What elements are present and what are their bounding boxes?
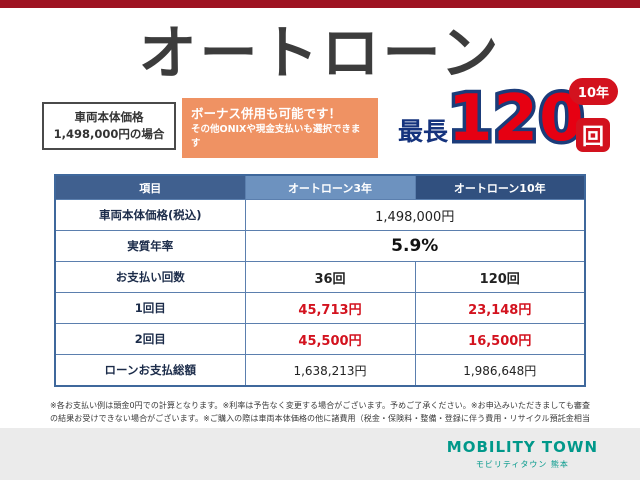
row-label-first-payment: 1回目	[54, 292, 246, 325]
price-case-box: 車両本体価格 1,498,000円の場合	[42, 101, 176, 151]
loan-comparison-table: 項目 オートローン3年 オートローン10年 車両本体価格(税込) 1,498,0…	[54, 173, 586, 387]
table-header-row: 項目 オートローン3年 オートローン10年	[54, 174, 586, 201]
row-label-second-payment: 2回目	[54, 323, 246, 356]
brand-sub-text: モビリティタウン 熊本	[475, 460, 569, 469]
headline-prefix: 最長	[398, 116, 449, 146]
callout-line2: その他ONIXや現金支払いも選択できます	[191, 123, 361, 149]
headline-number-outline: 120	[445, 78, 588, 159]
table-row: お支払い回数 36回 120回	[54, 261, 586, 294]
first-payment-3year: 45,713円	[244, 292, 416, 325]
vehicle-price-value: 1,498,000円	[244, 199, 586, 232]
headline-number-fill: 120	[448, 81, 585, 156]
table-row: 車両本体価格(税込) 1,498,000円	[54, 199, 586, 232]
installments-10year: 120回	[414, 261, 586, 294]
row-label-vehicle-price: 車両本体価格(税込)	[54, 199, 246, 232]
row-label-apr: 実質年率	[54, 230, 246, 263]
installments-3year: 36回	[244, 261, 416, 294]
price-case-line2: 1,498,000円の場合	[53, 127, 165, 142]
page-title: オートローン	[138, 19, 502, 87]
header-loan-10year: オートローン10年	[414, 174, 586, 201]
apr-value: 5.9%	[244, 230, 586, 263]
second-payment-10year: 16,500円	[414, 323, 586, 356]
top-accent-bar	[0, 0, 640, 8]
table-row: 実質年率 5.9%	[54, 230, 586, 263]
brand-logo-text: MOBILITY TOWN	[446, 438, 598, 456]
second-payment-3year: 45,500円	[244, 323, 416, 356]
brand-block: MOBILITY TOWN モビリティタウン 熊本	[447, 438, 598, 470]
row-label-total-payment: ローンお支払総額	[54, 354, 246, 387]
total-payment-10year: 1,986,648円	[414, 354, 586, 387]
row-label-installments: お支払い回数	[54, 261, 246, 294]
header-item: 項目	[54, 174, 246, 201]
ten-year-badge: 10年	[568, 77, 618, 105]
table-row: 2回目 45,500円 16,500円	[54, 323, 586, 356]
first-payment-10year: 23,148円	[414, 292, 586, 325]
total-payment-3year: 1,638,213円	[244, 354, 416, 387]
footer-band: MOBILITY TOWN モビリティタウン 熊本	[0, 428, 640, 480]
callout-line1: ボーナス併用も可能です！	[191, 105, 342, 121]
max-installments-headline: 最長 120 120 10年 回	[398, 77, 618, 159]
subheader-band: 車両本体価格 1,498,000円の場合 ボーナス併用も可能です！ その他ONI…	[0, 77, 640, 159]
header-loan-3year: オートローン3年	[244, 174, 416, 201]
price-case-line1: 車両本体価格	[74, 109, 144, 124]
table-row: 1回目 45,713円 23,148円	[54, 292, 586, 325]
headline-unit: 回	[576, 117, 610, 152]
bonus-callout-box: ボーナス併用も可能です！ その他ONIXや現金支払いも選択できます	[182, 97, 378, 159]
table-row: ローンお支払総額 1,638,213円 1,986,648円	[54, 354, 586, 387]
